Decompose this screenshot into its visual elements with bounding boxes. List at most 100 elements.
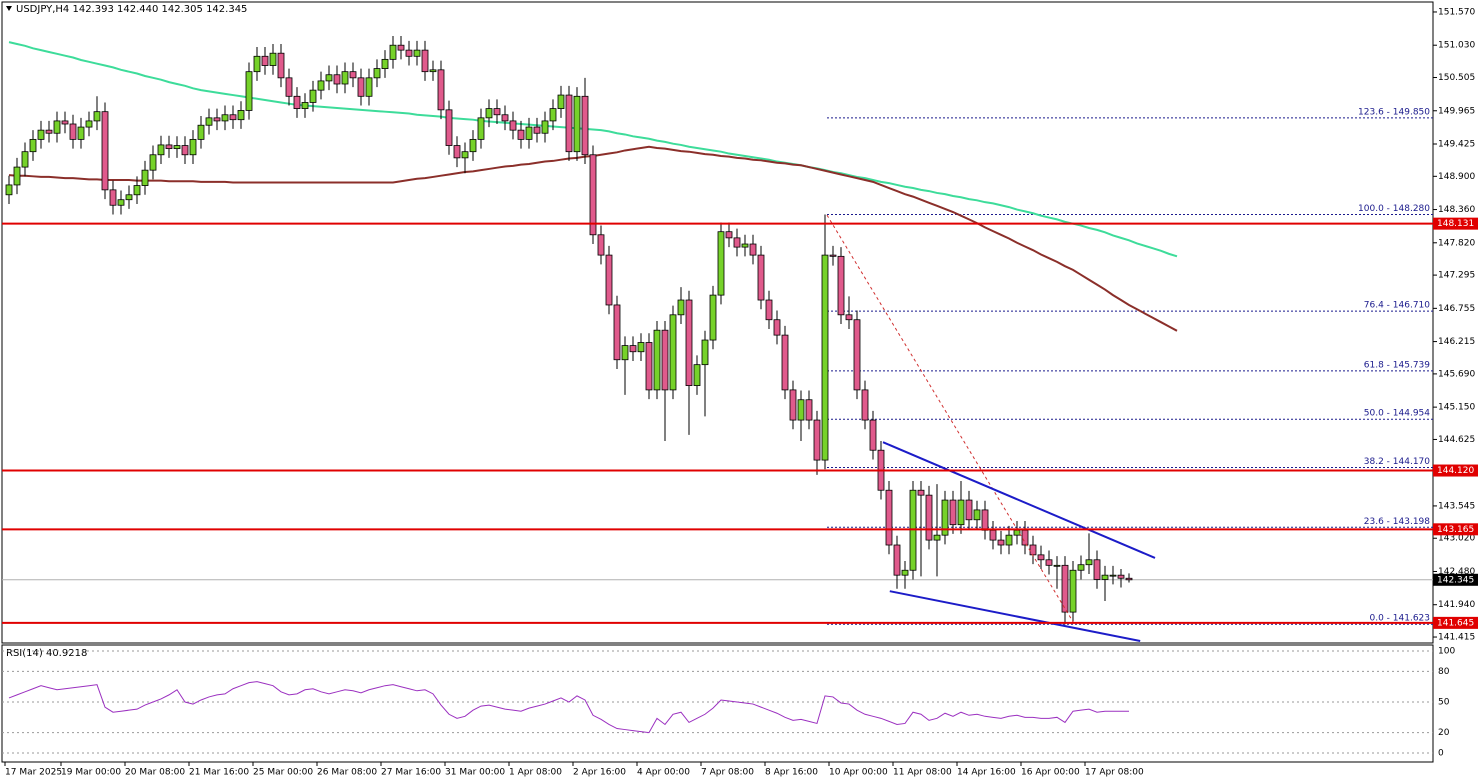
- candle-body: [1053, 564, 1061, 567]
- candle-body: [637, 342, 645, 353]
- candle-body: [653, 329, 661, 391]
- candle-body: [1045, 559, 1053, 566]
- candle-body: [317, 80, 325, 91]
- y-tick-label: 143.020: [1438, 534, 1475, 544]
- candle-body: [381, 58, 389, 69]
- y-tick-label: 20: [1438, 728, 1450, 738]
- y-tick-label: 50: [1438, 698, 1450, 708]
- candle-body: [245, 71, 253, 111]
- y-tick-label: 80: [1438, 667, 1450, 677]
- candle-body: [85, 120, 93, 128]
- candle-body: [1037, 554, 1045, 561]
- x-tick-label: 21 Mar 16:00: [189, 768, 249, 778]
- candle-body: [1029, 544, 1037, 556]
- candle-body: [869, 419, 877, 451]
- candle-body: [1117, 574, 1125, 579]
- candle-body: [309, 89, 317, 103]
- x-tick-label: 19 Mar 00:00: [61, 768, 121, 778]
- candle-body: [45, 129, 53, 134]
- level-box: [1433, 523, 1478, 536]
- candle-body: [37, 129, 45, 140]
- x-tick-label: 10 Apr 00:00: [829, 768, 888, 778]
- candle-body: [389, 44, 397, 60]
- candle-body: [605, 254, 613, 306]
- y-tick-label: 141.415: [1438, 633, 1475, 643]
- candle-body: [669, 314, 677, 391]
- candle-body: [789, 389, 797, 421]
- candle-body: [61, 120, 69, 125]
- x-tick-label: 11 Apr 08:00: [893, 768, 952, 778]
- candle-body: [717, 231, 725, 296]
- candle-body: [845, 314, 853, 321]
- collapse-icon: [6, 6, 12, 11]
- rsi-panel: [1, 644, 1434, 763]
- x-tick-label: 20 Mar 08:00: [125, 768, 185, 778]
- current-price-label: 142.345: [1437, 575, 1474, 585]
- candle-body: [941, 499, 949, 536]
- x-tick-label: 2 Apr 16:00: [573, 768, 626, 778]
- candle-body: [565, 94, 573, 153]
- candle-body: [725, 231, 733, 239]
- price-panel: [1, 1, 1434, 644]
- x-tick-label: 16 Apr 00:00: [1021, 768, 1080, 778]
- candle-body: [1077, 564, 1085, 571]
- candle-body: [333, 74, 341, 85]
- candle-body: [461, 151, 469, 159]
- candle-body: [69, 123, 77, 140]
- candle-body: [781, 334, 789, 391]
- candle-body: [125, 194, 133, 201]
- candle-body: [925, 494, 933, 541]
- moving-average: [8, 41, 1178, 258]
- fib-label: 100.0 - 148.280: [1358, 204, 1430, 214]
- candle-body: [965, 499, 973, 521]
- y-tick-label: 145.150: [1438, 403, 1475, 413]
- candle-body: [541, 120, 549, 134]
- candle-body: [957, 499, 965, 526]
- candle-body: [1013, 529, 1021, 536]
- y-tick-label: 144.625: [1438, 435, 1475, 445]
- candle-body: [917, 489, 925, 496]
- candle-body: [149, 154, 157, 171]
- candle-body: [853, 319, 861, 391]
- y-tick-label: 141.940: [1438, 600, 1475, 610]
- rsi-line: [8, 681, 1130, 734]
- candle-body: [757, 254, 765, 301]
- x-tick-label: 27 Mar 16:00: [381, 768, 441, 778]
- candle-body: [813, 419, 821, 461]
- candle-body: [205, 117, 213, 126]
- candle-body: [501, 114, 509, 122]
- candle-body: [573, 95, 581, 153]
- candle-body: [1125, 577, 1133, 581]
- candle-body: [197, 124, 205, 140]
- candle-body: [93, 111, 101, 122]
- level-label: 144.120: [1437, 466, 1474, 476]
- candle-body: [325, 74, 333, 82]
- candle-body: [549, 108, 557, 122]
- candle-body: [533, 126, 541, 134]
- candle-body: [981, 509, 989, 531]
- candle-body: [597, 234, 605, 256]
- x-tick-label: 26 Mar 08:00: [317, 768, 377, 778]
- y-tick-label: 149.425: [1438, 139, 1475, 149]
- candle-body: [77, 126, 85, 140]
- candle-body: [629, 345, 637, 353]
- candle-body: [21, 151, 29, 168]
- candle-body: [1101, 574, 1109, 580]
- candle-body: [1093, 559, 1101, 580]
- candle-body: [221, 114, 229, 122]
- y-tick-label: 147.820: [1438, 238, 1475, 248]
- candle-body: [117, 199, 125, 206]
- candle-body: [277, 52, 285, 79]
- candle-body: [269, 52, 277, 66]
- current-price-box: [1433, 573, 1478, 586]
- candle-body: [1021, 529, 1029, 546]
- candle-body: [1085, 559, 1093, 566]
- candle-body: [677, 299, 685, 316]
- candle-body: [405, 49, 413, 57]
- x-tick-label: 17 Mar 2025: [5, 768, 62, 778]
- candle-body: [29, 138, 37, 153]
- candle-body: [525, 126, 533, 140]
- y-tick-label: 0: [1438, 749, 1444, 759]
- candle-body: [253, 55, 261, 73]
- y-tick-label: 151.030: [1438, 41, 1475, 51]
